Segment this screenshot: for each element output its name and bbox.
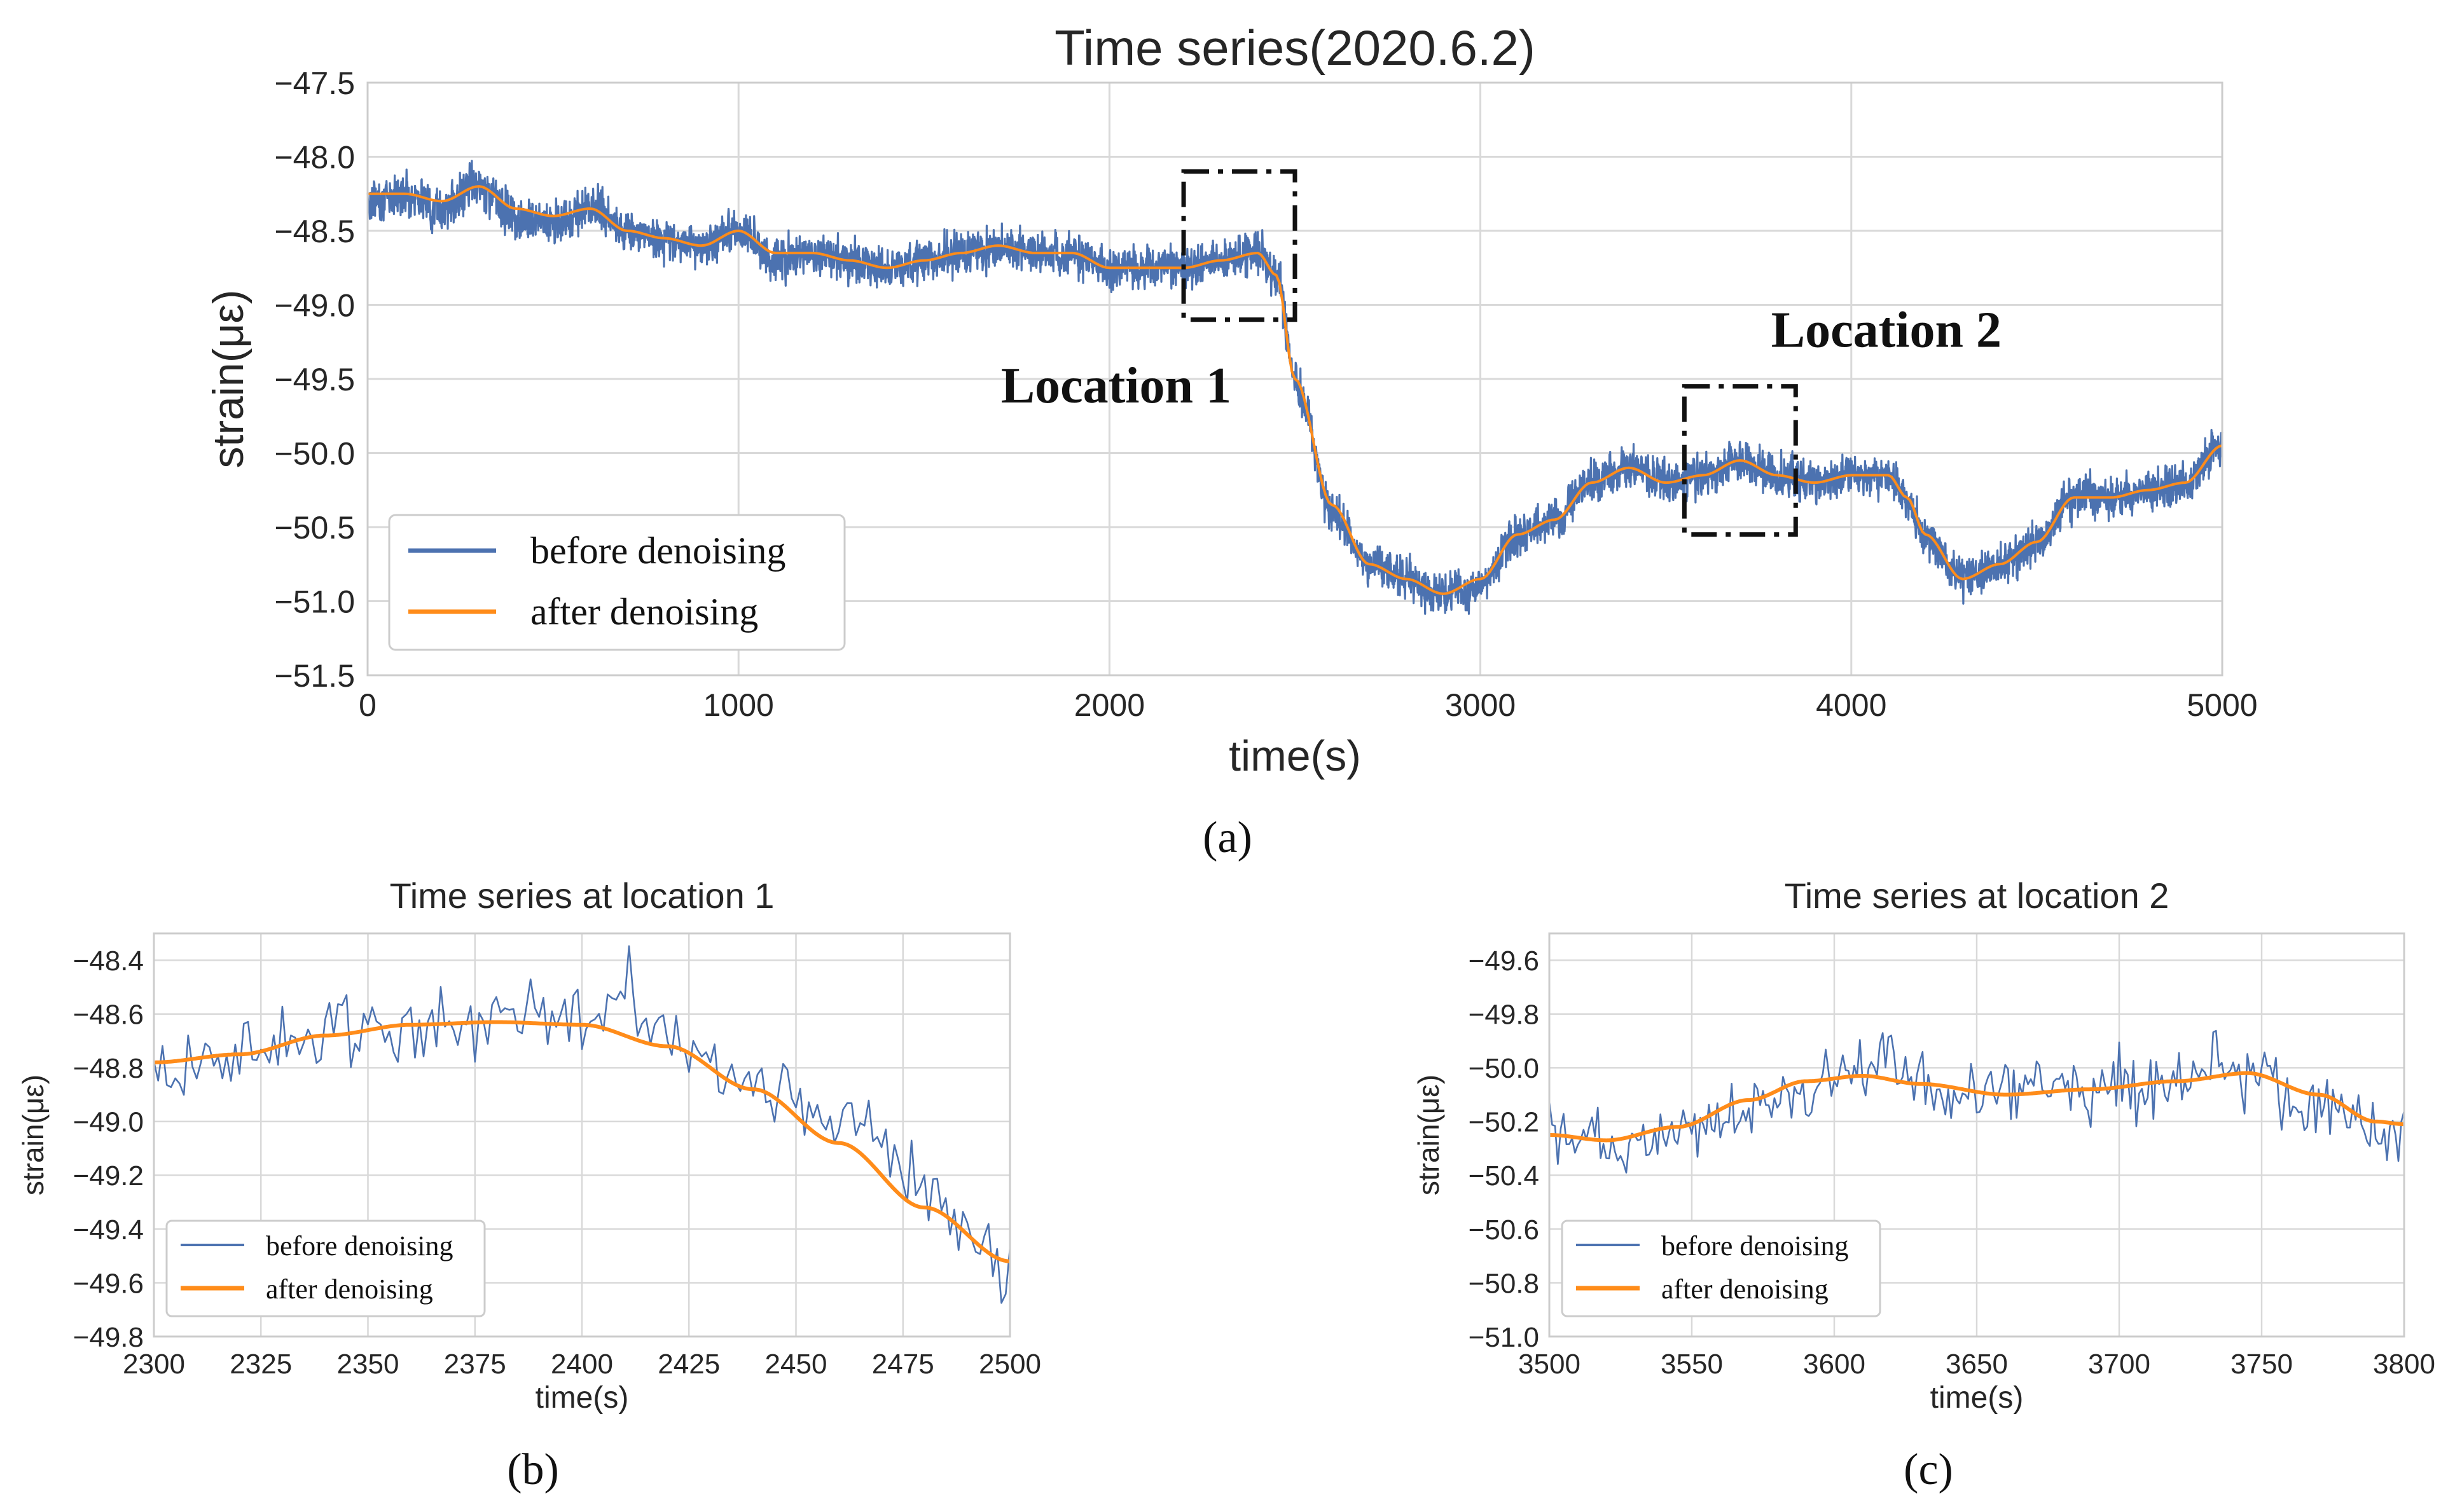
y-tick-label-b-2: −48.8 <box>73 1053 144 1084</box>
series-line-before-c <box>1548 1029 2405 1174</box>
x-tick-label-a-2: 2000 <box>1074 687 1145 723</box>
x-tick-label-b-1: 2325 <box>230 1349 292 1380</box>
x-tick-label-b-2: 2350 <box>337 1349 399 1380</box>
location-label-1: Location 1 <box>1001 358 1231 414</box>
x-tick-label-c-2: 3600 <box>1803 1349 1865 1380</box>
x-tick-label-a-4: 4000 <box>1816 687 1886 723</box>
y-tick-label-c-3: −50.2 <box>1469 1107 1539 1138</box>
y-tick-label-c-1: −49.8 <box>1469 1000 1539 1031</box>
chart-title-b: Time series at location 1 <box>390 876 775 916</box>
panel-b: 2300 2325 2350 2375 2400 2425 2450 2475 2500 −48.… <box>17 876 1041 1494</box>
y-tick-label-a-6: −50.5 <box>274 510 355 546</box>
legend-box-c <box>1561 1220 1881 1317</box>
y-tick-label-a-5: −50.0 <box>274 436 355 472</box>
legend-label-after-b: after denoising <box>266 1274 433 1305</box>
legend-box-b <box>165 1220 486 1317</box>
y-tick-label-a-3: −49.0 <box>274 288 355 324</box>
x-tick-label-c-3: 3650 <box>1946 1349 2008 1380</box>
annotations-a: Location 1 Location 2 <box>1001 169 2002 537</box>
caption-b: (b) <box>507 1445 559 1494</box>
chart-title-c: Time series at location 2 <box>1785 876 2169 916</box>
y-tick-label-b-0: −48.4 <box>73 945 144 977</box>
x-tick-label-b-7: 2475 <box>872 1349 934 1380</box>
x-tick-label-c-5: 3750 <box>2230 1349 2293 1380</box>
axes-frame-c <box>1548 932 2405 1338</box>
x-tick-label-a-1: 1000 <box>703 687 774 723</box>
legend-c: before denoising after denoising <box>1561 1220 1881 1317</box>
y-tick-label-c-7: −51.0 <box>1469 1322 1539 1353</box>
x-axis-label-a: time(s) <box>1229 732 1361 780</box>
y-tick-label-c-4: −50.4 <box>1469 1160 1539 1192</box>
x-tick-label-a-0: 0 <box>359 687 377 723</box>
series-b <box>153 945 1011 1304</box>
series-line-after-b <box>153 1020 1011 1263</box>
y-tick-label-c-6: −50.8 <box>1469 1268 1539 1299</box>
legend-a: before denoising after denoising <box>388 514 846 651</box>
x-tick-label-c-6: 3800 <box>2373 1349 2435 1380</box>
y-tick-label-a-7: −51.0 <box>274 584 355 620</box>
x-tick-label-b-6: 2450 <box>765 1349 827 1380</box>
y-tick-label-c-0: −49.6 <box>1469 945 1539 977</box>
legend-label-after-a: after denoising <box>530 591 758 633</box>
legend-label-before-b: before denoising <box>266 1230 453 1261</box>
y-tick-label-b-5: −49.4 <box>73 1214 144 1246</box>
axes-frame-a <box>366 81 2223 677</box>
caption-a: (a) <box>1203 813 1252 862</box>
ticks-b: 2300 2325 2350 2375 2400 2425 2450 2475 2500 −48.… <box>73 945 1041 1380</box>
y-tick-label-b-1: −48.6 <box>73 1000 144 1031</box>
series-line-after-c <box>1549 1071 2405 1143</box>
series-line-before-a <box>366 160 2223 615</box>
chart-title-a: Time series(2020.6.2) <box>1055 20 1535 76</box>
caption-c: (c) <box>1904 1445 1953 1494</box>
panel-a: 0 1000 2000 3000 4000 5000 −47.5 −48.0 −48.5 −49.… <box>204 20 2258 862</box>
series-line-after-a <box>368 185 2223 595</box>
y-tick-label-a-0: −47.5 <box>274 65 355 101</box>
series-c <box>1548 1029 2405 1174</box>
legend-b: before denoising after denoising <box>165 1220 486 1317</box>
legend-label-after-c: after denoising <box>1661 1274 1829 1305</box>
y-tick-label-b-3: −49.0 <box>73 1107 144 1138</box>
legend-label-before-a: before denoising <box>530 530 786 572</box>
x-tick-label-b-3: 2375 <box>444 1349 506 1380</box>
ticks-a: 0 1000 2000 3000 4000 5000 −47.5 −48.0 −48.5 −49.… <box>274 65 2257 723</box>
y-tick-label-b-4: −49.2 <box>73 1160 144 1192</box>
y-tick-label-a-2: −48.5 <box>274 214 355 249</box>
x-tick-label-b-0: 2300 <box>123 1349 185 1380</box>
x-tick-label-b-5: 2425 <box>658 1349 720 1380</box>
location-box-2 <box>1682 384 1798 537</box>
x-tick-label-b-4: 2400 <box>551 1349 613 1380</box>
x-axis-label-c: time(s) <box>1930 1381 2024 1415</box>
location-label-2: Location 2 <box>1771 303 2002 359</box>
legend-label-before-c: before denoising <box>1661 1230 1848 1261</box>
y-axis-label-b: strain(με) <box>17 1075 50 1195</box>
x-tick-label-c-1: 3550 <box>1661 1349 1723 1380</box>
x-axis-label-b: time(s) <box>536 1381 629 1415</box>
y-tick-label-a-1: −48.0 <box>274 140 355 175</box>
y-tick-label-b-7: −49.8 <box>73 1322 144 1353</box>
y-tick-label-a-4: −49.5 <box>274 362 355 397</box>
location-box-1 <box>1181 169 1297 322</box>
y-tick-label-c-5: −50.6 <box>1469 1214 1539 1246</box>
series-line-before-b <box>153 945 1011 1304</box>
axes-frame-b <box>153 932 1011 1338</box>
ticks-c: 3500 3550 3600 3650 3700 3750 3800 −49.6 −49.8 −5… <box>1469 945 2435 1380</box>
y-tick-label-b-6: −49.6 <box>73 1268 144 1299</box>
y-tick-label-a-8: −51.5 <box>274 658 355 694</box>
x-tick-label-a-3: 3000 <box>1445 687 1516 723</box>
panel-c: 3500 3550 3600 3650 3700 3750 3800 −49.6 −49.8 −5… <box>1412 876 2435 1494</box>
x-tick-label-b-8: 2500 <box>979 1349 1041 1380</box>
series-a <box>366 160 2223 615</box>
legend-box-a <box>388 514 846 651</box>
x-tick-label-c-4: 3700 <box>2088 1349 2150 1380</box>
x-tick-label-a-5: 5000 <box>2187 687 2257 723</box>
y-axis-label-a: strain(με) <box>204 289 252 468</box>
y-axis-label-c: strain(με) <box>1412 1075 1445 1195</box>
x-tick-label-c-0: 3500 <box>1518 1349 1580 1380</box>
y-tick-label-c-2: −50.0 <box>1469 1053 1539 1084</box>
